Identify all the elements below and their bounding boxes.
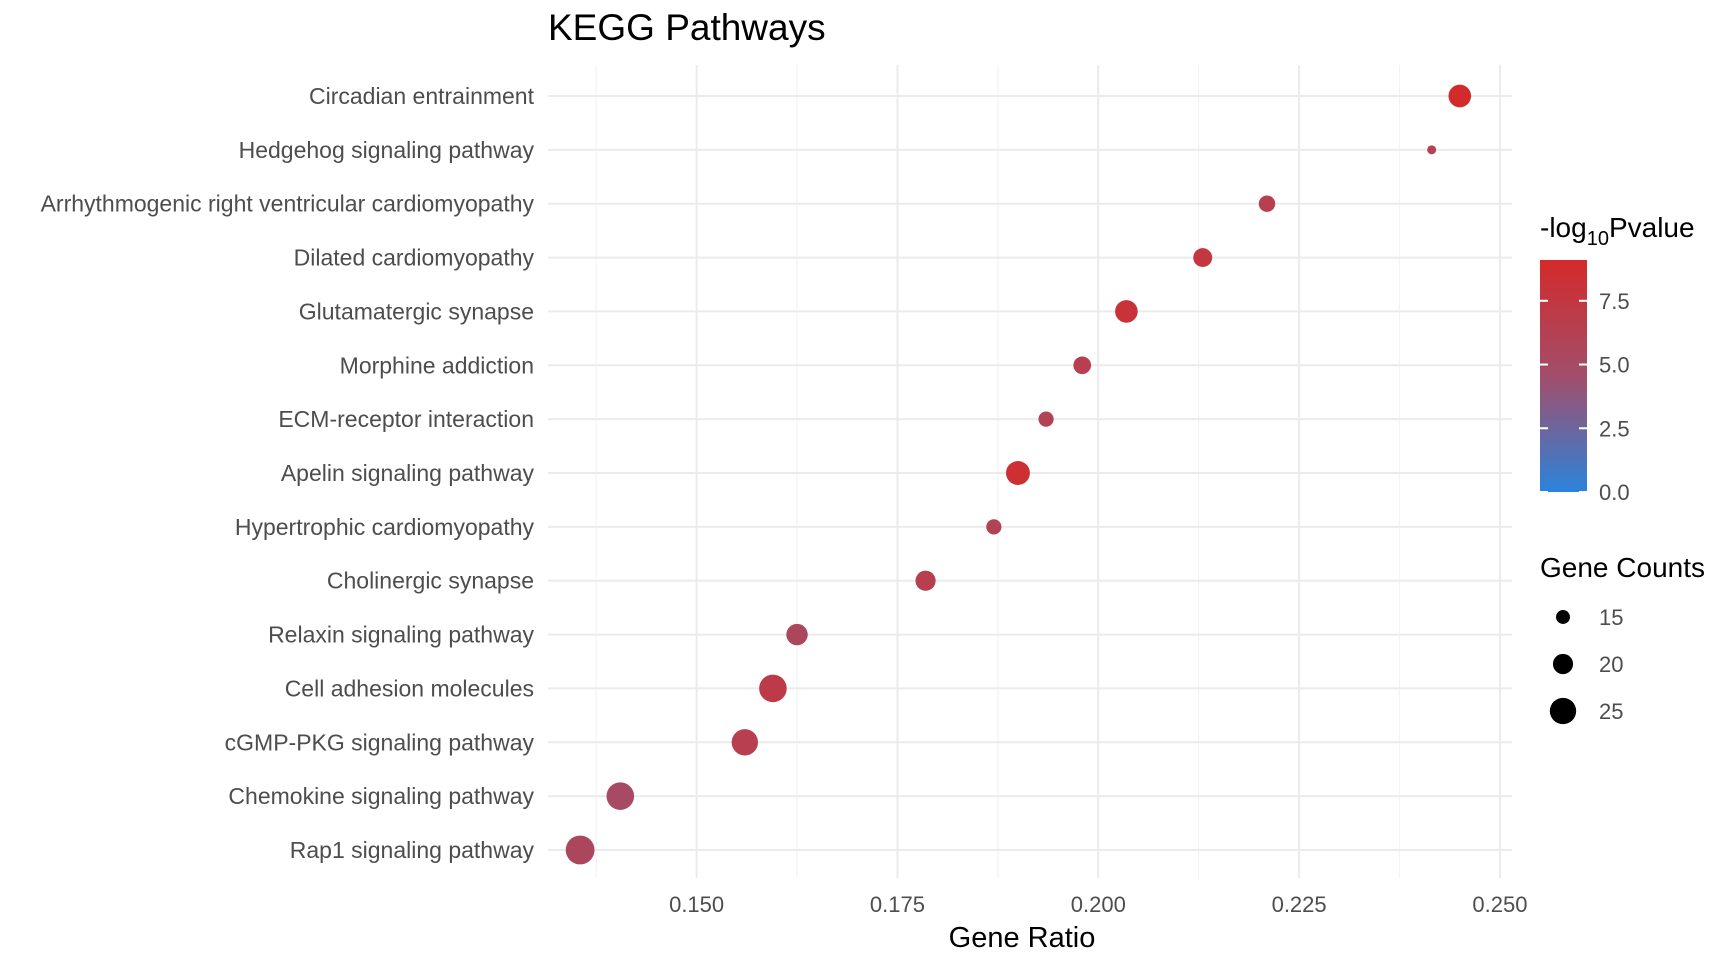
y-tick-label: Relaxin signaling pathway bbox=[268, 622, 534, 648]
data-point bbox=[1038, 411, 1054, 427]
x-axis-labels: 0.150 0.175 0.200 0.225 0.250 bbox=[669, 892, 1527, 917]
data-point bbox=[565, 835, 595, 865]
data-point bbox=[915, 570, 936, 591]
color-bar-label: 2.5 bbox=[1599, 416, 1630, 441]
size-legend-dot bbox=[1552, 653, 1574, 675]
x-tick-label: 0.225 bbox=[1272, 892, 1327, 917]
data-point bbox=[606, 782, 635, 810]
y-tick-label: cGMP-PKG signaling pathway bbox=[225, 729, 535, 755]
y-tick-label: Glutamatergic synapse bbox=[299, 298, 534, 324]
y-tick-label: Rap1 signaling pathway bbox=[290, 837, 535, 863]
x-tick-label: 0.150 bbox=[669, 892, 724, 917]
y-tick-label: Morphine addiction bbox=[340, 352, 534, 378]
data-point bbox=[1115, 300, 1138, 323]
x-axis-title: Gene Ratio bbox=[949, 922, 1096, 954]
size-legend-dot bbox=[1549, 697, 1577, 725]
grid bbox=[548, 65, 1512, 878]
color-bar bbox=[1540, 260, 1587, 492]
color-bar-ticks: 7.5 5.0 2.5 0.0 bbox=[1540, 289, 1630, 505]
chart-title: KEGG Pathways bbox=[548, 7, 826, 48]
data-point bbox=[1448, 84, 1472, 108]
color-bar-label: 0.0 bbox=[1599, 480, 1630, 505]
size-legend-entries: 15 20 25 bbox=[1549, 605, 1623, 725]
color-legend-title: -log10Pvalue bbox=[1540, 212, 1695, 250]
y-tick-label: Apelin signaling pathway bbox=[281, 460, 535, 486]
data-points bbox=[565, 84, 1472, 865]
y-tick-label: Arrhythmogenic right ventricular cardiom… bbox=[41, 191, 535, 217]
data-point bbox=[986, 519, 1002, 535]
size-legend: Gene Counts 15 20 25 bbox=[1540, 552, 1705, 725]
y-tick-label: Dilated cardiomyopathy bbox=[294, 245, 535, 271]
data-point bbox=[1258, 195, 1276, 212]
size-legend-label: 15 bbox=[1599, 605, 1623, 630]
y-tick-label: Hypertrophic cardiomyopathy bbox=[235, 514, 535, 540]
size-legend-title: Gene Counts bbox=[1540, 552, 1705, 583]
size-legend-dot bbox=[1556, 610, 1570, 624]
y-axis-labels: Circadian entrainment Hedgehog signaling … bbox=[41, 83, 535, 863]
x-tick-label: 0.250 bbox=[1472, 892, 1527, 917]
color-bar-label: 5.0 bbox=[1599, 353, 1630, 378]
data-point bbox=[1006, 461, 1030, 485]
data-point bbox=[759, 674, 787, 703]
y-tick-label: Cholinergic synapse bbox=[327, 568, 534, 594]
color-bar-label: 7.5 bbox=[1599, 289, 1630, 314]
data-point bbox=[1193, 248, 1213, 268]
y-tick-label: Circadian entrainment bbox=[309, 83, 535, 109]
y-tick-label: ECM-receptor interaction bbox=[278, 406, 534, 432]
data-point bbox=[731, 729, 758, 756]
y-tick-label: Cell adhesion molecules bbox=[285, 675, 534, 701]
data-point bbox=[786, 623, 808, 646]
x-tick-label: 0.200 bbox=[1071, 892, 1126, 917]
data-point bbox=[1427, 145, 1437, 155]
y-tick-label: Chemokine signaling pathway bbox=[228, 783, 534, 809]
x-tick-label: 0.175 bbox=[870, 892, 925, 917]
y-tick-label: Hedgehog signaling pathway bbox=[239, 137, 535, 163]
color-legend: -log10Pvalue 7.5 5.0 2.5 0.0 bbox=[1540, 212, 1695, 505]
data-point bbox=[1073, 356, 1092, 375]
size-legend-label: 20 bbox=[1599, 652, 1623, 677]
size-legend-label: 25 bbox=[1599, 699, 1623, 724]
